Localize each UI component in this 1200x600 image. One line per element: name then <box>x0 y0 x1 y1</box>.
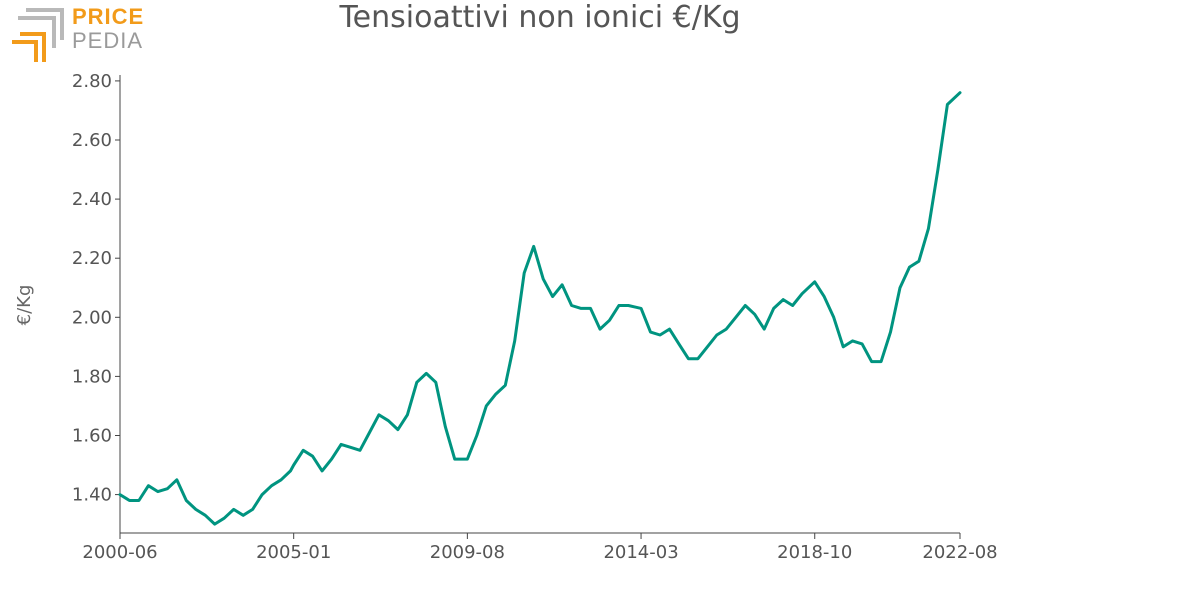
y-tick-label: 1.40 <box>72 485 112 506</box>
plot-area <box>118 91 962 526</box>
pricepedia-logo: PRICE PEDIA <box>8 4 158 66</box>
y-axis-title: €/Kg <box>14 285 35 326</box>
x-tick-label: 2000-06 <box>82 542 157 563</box>
x-tick-label: 2018-10 <box>777 542 852 563</box>
y-tick-label: 2.80 <box>72 71 112 92</box>
x-tick-label: 2014-03 <box>603 542 678 563</box>
series-line <box>118 91 962 526</box>
y-tick-label: 2.40 <box>72 189 112 210</box>
logo-word-pedia: PEDIA <box>72 28 144 53</box>
y-tick-label: 1.80 <box>72 366 112 387</box>
y-tick-label: 2.20 <box>72 248 112 269</box>
chart-title: Tensioattivi non ionici €/Kg <box>339 0 741 35</box>
x-tick-label: 2009-08 <box>430 542 505 563</box>
x-tick-label: 2022-08 <box>922 542 997 563</box>
logo-mark-icon <box>12 8 64 62</box>
chart-axes: 1.40 1.60 1.80 2.00 2.20 2.40 2.60 2.80 2000-06 2… <box>72 71 998 563</box>
x-tick-label: 2005-01 <box>256 542 331 563</box>
logo-word-price: PRICE <box>72 4 145 29</box>
y-tick-label: 2.00 <box>72 307 112 328</box>
y-tick-label: 1.60 <box>72 425 112 446</box>
y-tick-label: 2.60 <box>72 130 112 151</box>
